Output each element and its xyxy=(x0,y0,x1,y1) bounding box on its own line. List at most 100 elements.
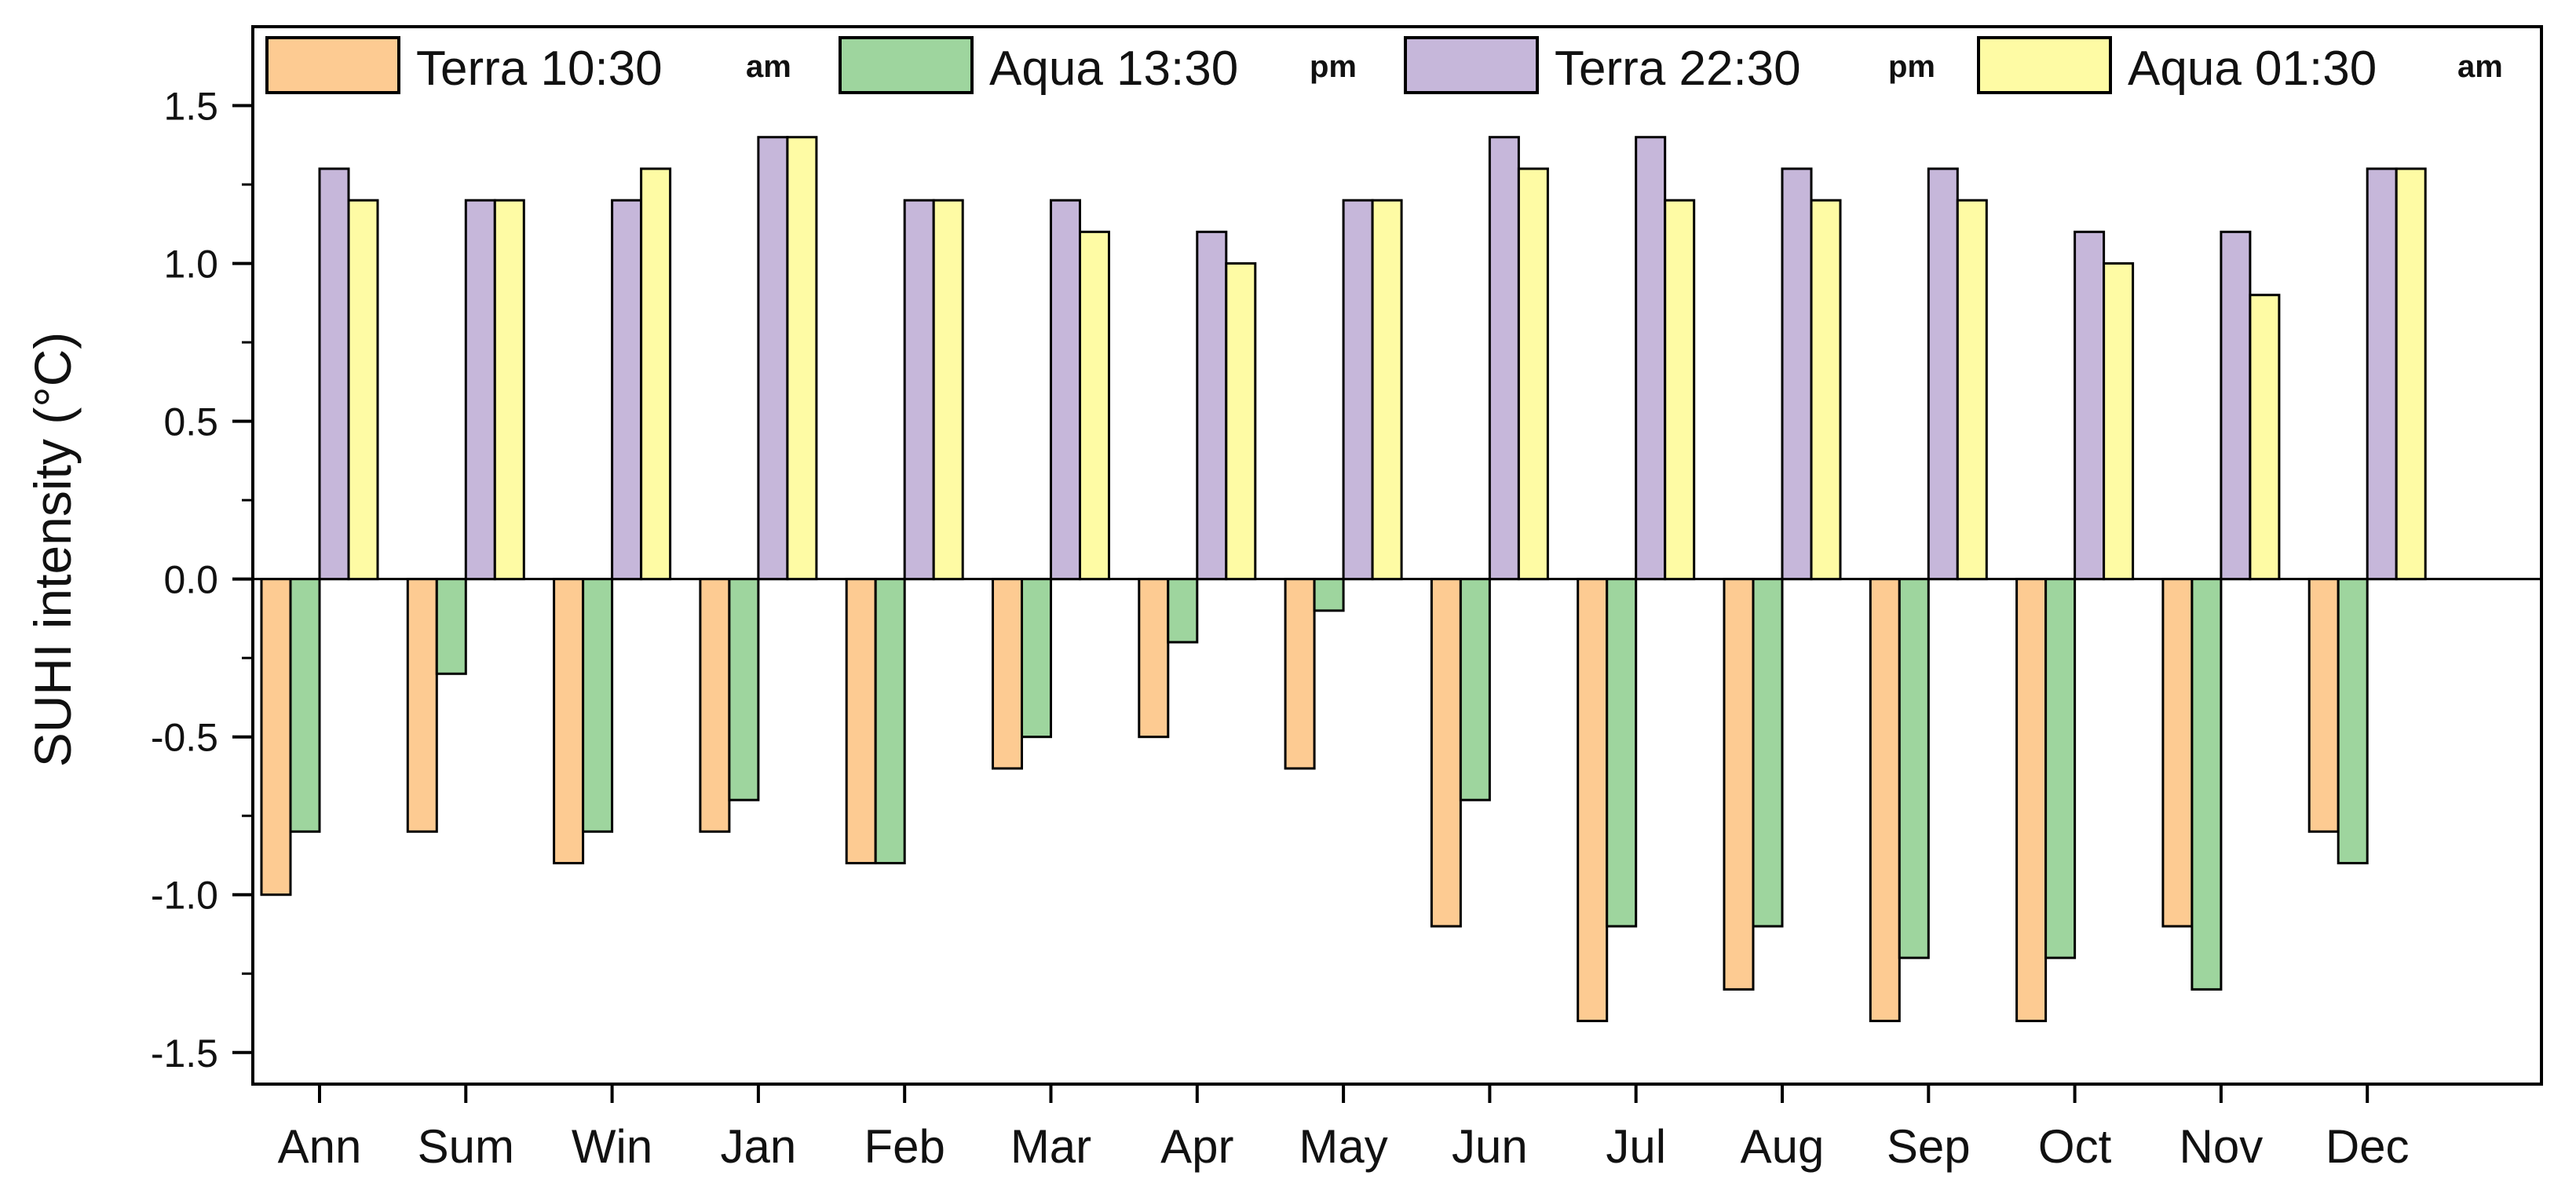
bar-terra-2230-feb xyxy=(903,199,935,581)
y-tick-label: 1.5 xyxy=(163,85,218,129)
bar-aqua-0130-aug xyxy=(1810,199,1842,581)
bar-terra-1030-dec xyxy=(2307,578,2340,833)
bar-terra-2230-nov xyxy=(2220,230,2252,581)
bar-aqua-1330-aug xyxy=(1752,578,1784,928)
bar-terra-1030-oct xyxy=(2015,578,2048,1023)
bar-terra-1030-ann xyxy=(260,578,292,896)
category-label-may: May xyxy=(1299,1120,1387,1173)
y-axis-title: SUHI intensity (°C) xyxy=(24,332,82,768)
bar-aqua-1330-ann xyxy=(289,578,321,833)
bar-aqua-0130-sum xyxy=(493,199,525,581)
bar-terra-2230-sum xyxy=(464,199,496,581)
legend-swatch-aqua-1330 xyxy=(839,36,974,94)
bar-terra-1030-feb xyxy=(845,578,877,865)
bar-terra-2230-dec xyxy=(2366,167,2398,581)
bar-terra-1030-jul xyxy=(1577,578,1609,1023)
bar-aqua-0130-nov xyxy=(2249,294,2281,581)
category-label-aug: Aug xyxy=(1741,1120,1825,1173)
bar-aqua-0130-apr xyxy=(1225,262,1257,581)
category-label-win: Win xyxy=(572,1120,652,1173)
y-tick-label: -0.5 xyxy=(151,716,218,760)
legend-suffix-aqua-1330: pm xyxy=(1310,49,1357,84)
category-label-jul: Jul xyxy=(1606,1120,1666,1173)
bar-aqua-0130-ann xyxy=(347,199,379,581)
category-label-nov: Nov xyxy=(2180,1120,2264,1173)
y-tick-label: 0.0 xyxy=(163,558,218,602)
legend-suffix-aqua-0130: am xyxy=(2457,49,2503,84)
bar-terra-2230-ann xyxy=(318,167,350,581)
bar-terra-2230-jul xyxy=(1635,136,1667,581)
category-label-jun: Jun xyxy=(1452,1120,1528,1173)
y-tick-label: 0.5 xyxy=(163,400,218,444)
bar-terra-1030-apr xyxy=(1138,578,1170,739)
bar-aqua-1330-jan xyxy=(728,578,760,801)
bar-terra-2230-may xyxy=(1342,199,1374,581)
bar-terra-2230-apr xyxy=(1196,230,1228,581)
category-label-dec: Dec xyxy=(2326,1120,2410,1173)
category-label-apr: Apr xyxy=(1160,1120,1233,1173)
bar-aqua-0130-may xyxy=(1371,199,1403,581)
legend-label-aqua-1330: Aqua 13:30 xyxy=(989,42,1238,96)
bars-layer xyxy=(260,136,2427,1023)
bar-terra-1030-jun xyxy=(1430,578,1462,928)
category-label-ann: Ann xyxy=(278,1120,362,1173)
bar-terra-2230-mar xyxy=(1050,199,1081,581)
bar-terra-1030-jan xyxy=(699,578,731,833)
y-tick-label: 1.0 xyxy=(163,243,218,287)
bar-aqua-0130-mar xyxy=(1079,230,1110,581)
legend-suffix-terra-2230: pm xyxy=(1888,49,1935,84)
bar-terra-2230-jun xyxy=(1488,136,1520,581)
bar-aqua-1330-jul xyxy=(1606,578,1638,928)
y-tick-label: -1.0 xyxy=(151,874,218,918)
bar-aqua-0130-sep xyxy=(1956,199,1988,581)
bar-aqua-0130-win xyxy=(640,167,672,581)
bar-terra-1030-sep xyxy=(1869,578,1901,1023)
bar-aqua-0130-oct xyxy=(2103,262,2135,581)
bar-aqua-0130-feb xyxy=(932,199,964,581)
bar-terra-2230-win xyxy=(611,199,643,581)
category-label-sep: Sep xyxy=(1887,1120,1971,1173)
legend-swatch-aqua-0130 xyxy=(1977,36,2112,94)
bar-aqua-1330-dec xyxy=(2337,578,2369,865)
bar-aqua-1330-mar xyxy=(1021,578,1052,739)
bar-terra-1030-sum xyxy=(406,578,438,833)
bar-terra-1030-may xyxy=(1284,578,1316,770)
bar-aqua-1330-oct xyxy=(2044,578,2077,959)
bar-aqua-0130-jun xyxy=(1517,167,1549,581)
category-label-feb: Feb xyxy=(864,1120,945,1173)
legend: Terra 10:30 am Aqua 13:30 pm Terra 22:30 pm Aq… xyxy=(265,36,2503,96)
category-label-oct: Oct xyxy=(2038,1120,2112,1173)
legend-suffix-terra-1030: am xyxy=(746,49,791,84)
bar-aqua-1330-may xyxy=(1313,578,1345,612)
bar-terra-1030-mar xyxy=(992,578,1023,770)
legend-label-terra-1030: Terra 10:30 xyxy=(416,42,663,96)
y-tick-label: -1.5 xyxy=(151,1032,218,1075)
legend-label-aqua-0130: Aqua 01:30 xyxy=(2128,42,2377,96)
bar-aqua-1330-sum xyxy=(435,578,467,675)
bar-terra-2230-oct xyxy=(2074,230,2106,581)
category-label-jan: Jan xyxy=(721,1120,797,1173)
bar-terra-1030-nov xyxy=(2161,578,2194,928)
bar-aqua-0130-jan xyxy=(786,136,818,581)
bar-terra-2230-aug xyxy=(1781,167,1813,581)
bar-terra-2230-jan xyxy=(757,136,789,581)
bar-aqua-0130-jul xyxy=(1664,199,1696,581)
bar-aqua-1330-jun xyxy=(1459,578,1491,801)
bar-terra-1030-aug xyxy=(1723,578,1755,991)
category-label-sum: Sum xyxy=(418,1120,514,1173)
bar-aqua-1330-win xyxy=(582,578,614,833)
bar-terra-1030-win xyxy=(553,578,585,865)
legend-swatch-terra-1030 xyxy=(265,36,400,94)
legend-label-terra-2230: Terra 22:30 xyxy=(1555,42,1801,96)
legend-swatch-terra-2230 xyxy=(1404,36,1539,94)
bar-terra-2230-sep xyxy=(1927,167,1959,581)
bar-aqua-1330-feb xyxy=(874,578,906,865)
bar-aqua-1330-apr xyxy=(1167,578,1199,644)
bar-aqua-1330-nov xyxy=(2191,578,2223,991)
category-label-mar: Mar xyxy=(1010,1120,1091,1173)
x-axis: Ann Sum Win Jan Feb Mar Apr May Jun Jul Aug Sep Oct N… xyxy=(278,1084,2410,1173)
y-axis: -1.5 -1.0 -0.5 0.0 0.5 1.0 1.5 xyxy=(151,85,253,1075)
bar-aqua-0130-dec xyxy=(2395,167,2427,581)
bar-aqua-1330-sep xyxy=(1898,578,1930,959)
